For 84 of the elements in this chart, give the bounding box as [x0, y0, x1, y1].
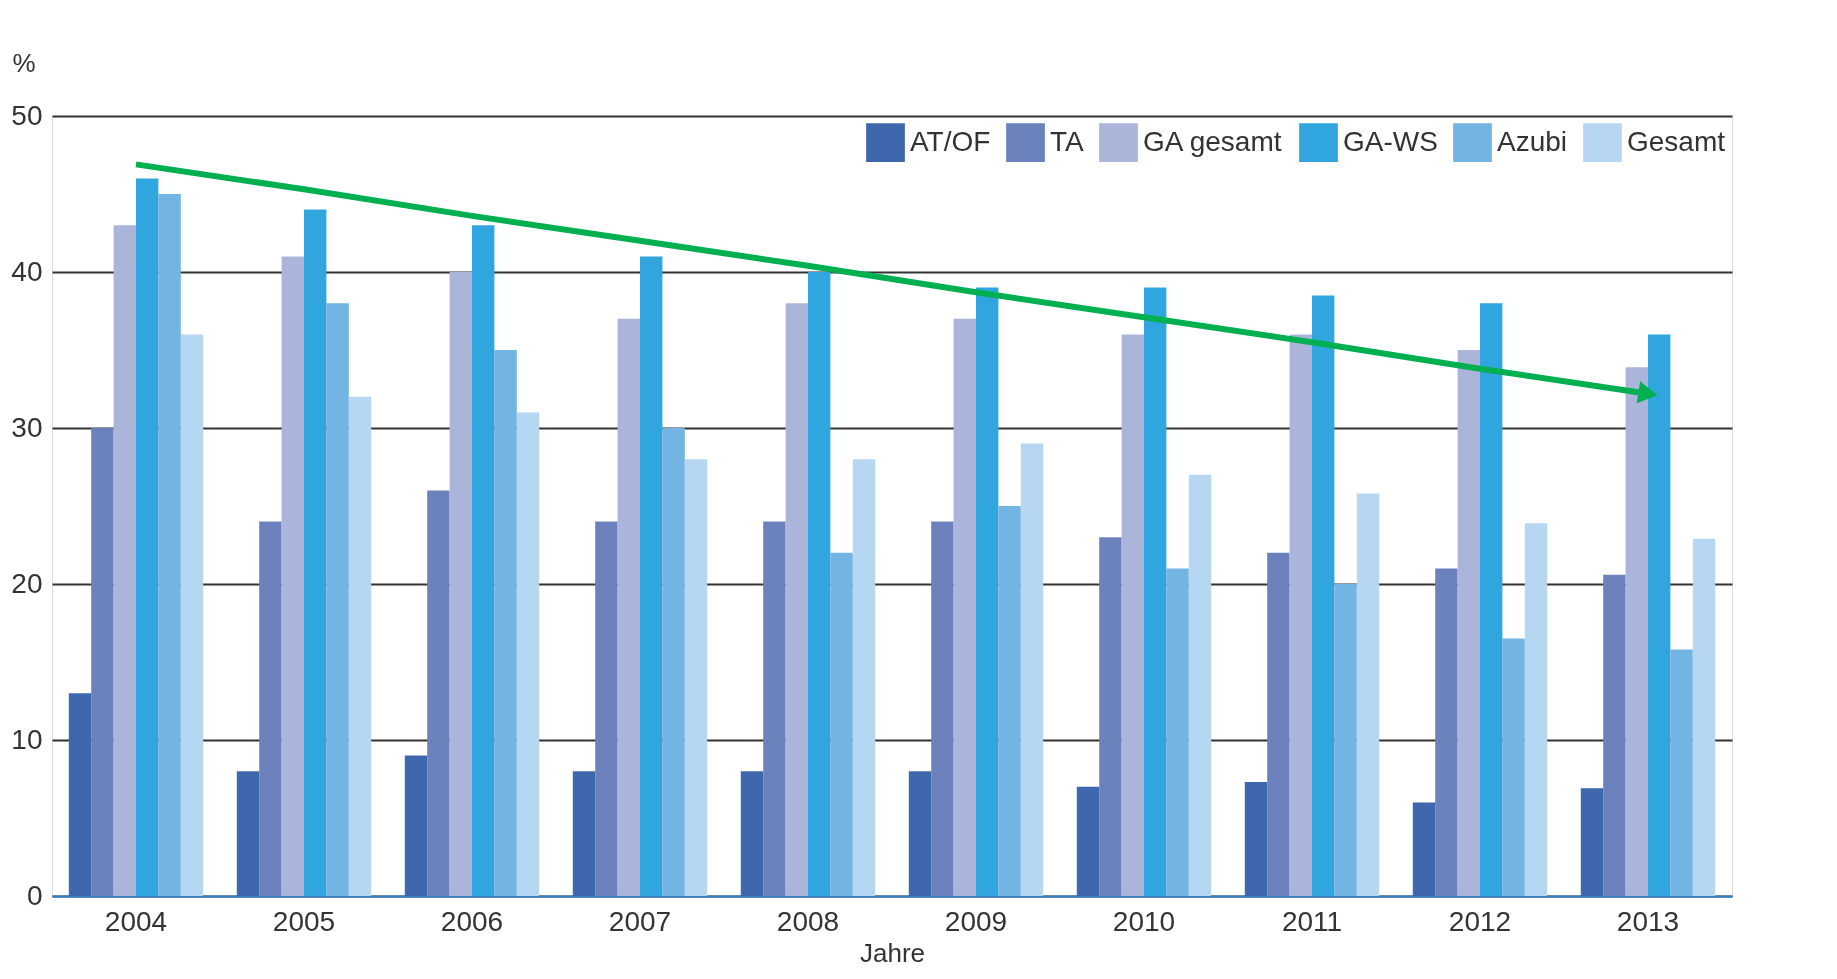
- legend-label: TA: [1050, 125, 1085, 157]
- bar: [662, 428, 685, 896]
- x-tick-label: 2008: [776, 905, 840, 937]
- bar: [1099, 537, 1122, 896]
- bar: [852, 459, 876, 896]
- bar: [1312, 295, 1335, 896]
- x-tick-label: 2004: [104, 905, 168, 937]
- bar: [1412, 802, 1436, 896]
- bar: [572, 771, 596, 896]
- bar: [1121, 334, 1144, 896]
- legend-label: Gesamt: [1627, 125, 1726, 157]
- bar: [617, 318, 640, 896]
- y-tick-label: 20: [11, 567, 43, 599]
- bar: [640, 256, 663, 896]
- x-tick-label: 2010: [1112, 905, 1176, 937]
- bar: [1648, 334, 1671, 896]
- bar: [1289, 334, 1312, 896]
- x-tick-label: 2012: [1448, 905, 1512, 937]
- bar: [1244, 782, 1268, 896]
- y-axis-title: %: [12, 47, 36, 78]
- bar: [91, 428, 114, 896]
- x-axis-title: Jahre: [859, 937, 926, 968]
- y-tick-label: 50: [11, 99, 43, 131]
- bar: [785, 303, 808, 896]
- bar: [158, 194, 181, 896]
- bar: [1524, 523, 1548, 896]
- x-tick-label: 2011: [1281, 905, 1343, 937]
- y-tick-label: 0: [26, 879, 43, 911]
- bar: [449, 272, 472, 896]
- bar: [136, 178, 159, 896]
- bar: [1457, 350, 1480, 896]
- bar: [326, 303, 349, 896]
- bar: [740, 771, 764, 896]
- x-tick-label: 2009: [944, 905, 1008, 937]
- x-tick-label: 2007: [608, 905, 672, 937]
- bar: [808, 272, 831, 896]
- bar: [1188, 474, 1212, 896]
- bar: [1435, 568, 1458, 896]
- bar: [908, 771, 932, 896]
- x-tick-label: 2006: [440, 905, 504, 937]
- bar: [348, 396, 372, 896]
- bar: [1267, 552, 1290, 896]
- bar: [1480, 303, 1503, 896]
- bar: [494, 350, 517, 896]
- x-tick-label: 2013: [1616, 905, 1680, 937]
- bar: [931, 521, 954, 896]
- bar: [1166, 568, 1189, 896]
- bar: [1020, 443, 1044, 896]
- bar: [1603, 574, 1626, 896]
- bar: [1334, 584, 1357, 896]
- bar: [998, 506, 1021, 896]
- bar: [472, 225, 495, 896]
- bar: [236, 771, 260, 896]
- bar: [427, 490, 450, 896]
- x-tick-label: 2005: [272, 905, 336, 937]
- bar: [68, 693, 92, 896]
- legend-label: GA-WS: [1343, 125, 1438, 157]
- legend-label: AT/OF: [910, 125, 991, 157]
- bar: [1356, 493, 1380, 896]
- bar: [953, 318, 976, 896]
- bar: [763, 521, 786, 896]
- bar: [595, 521, 618, 896]
- bar: [180, 334, 204, 896]
- bar: [684, 459, 708, 896]
- bar: [1670, 649, 1693, 896]
- bar: [259, 521, 282, 896]
- bar: [1076, 786, 1100, 896]
- bar: [1580, 788, 1604, 896]
- bar: [830, 552, 853, 896]
- y-tick-label: 40: [11, 255, 43, 287]
- bar: [404, 755, 428, 896]
- bar: [1625, 367, 1648, 896]
- legend-label: Azubi: [1497, 125, 1568, 157]
- y-tick-label: 10: [11, 723, 43, 755]
- bar: [304, 209, 327, 896]
- legend-label: GA gesamt: [1143, 125, 1282, 157]
- bar: [976, 287, 999, 896]
- bar: [516, 412, 540, 896]
- bar: [1144, 287, 1167, 896]
- bar: [281, 256, 304, 896]
- bar: [1502, 638, 1525, 896]
- bar: [1692, 538, 1716, 896]
- y-tick-label: 30: [11, 411, 43, 443]
- bar: [113, 225, 136, 896]
